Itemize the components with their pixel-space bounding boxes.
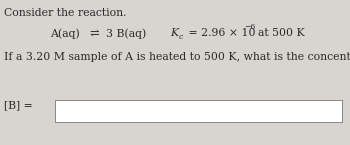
Text: = 2.96 × 10: = 2.96 × 10 — [185, 28, 256, 38]
Text: −6: −6 — [244, 23, 255, 31]
Text: K: K — [170, 28, 178, 38]
Text: [B] =: [B] = — [4, 100, 33, 110]
Text: Consider the reaction.: Consider the reaction. — [4, 8, 126, 18]
Text: at 500 K: at 500 K — [258, 28, 305, 38]
Text: ⇌: ⇌ — [90, 27, 100, 40]
Text: c: c — [179, 33, 183, 41]
Text: If a 3.20 M sample of A is heated to 500 K, what is the concentration of B at eq: If a 3.20 M sample of A is heated to 500… — [4, 52, 350, 62]
Text: 3 B(aq): 3 B(aq) — [106, 28, 146, 39]
Text: A(aq): A(aq) — [50, 28, 80, 39]
